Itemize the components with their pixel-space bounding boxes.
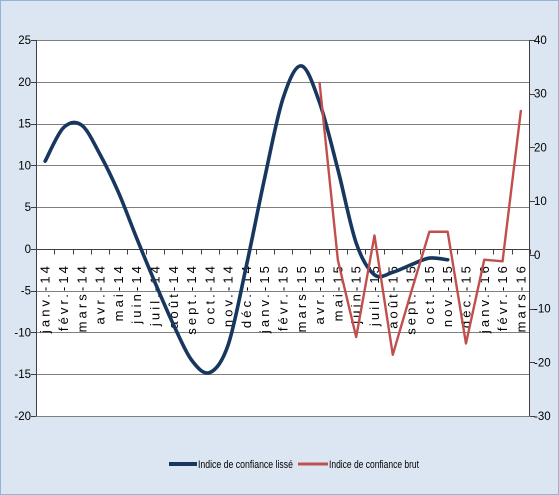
- series-1-point: [62, 126, 65, 130]
- series-2-point: [465, 342, 467, 345]
- legend-label-lisse: Indice de confiance lissé: [198, 459, 293, 471]
- series-2-point: [520, 110, 522, 112]
- series-1-line: [43, 64, 450, 375]
- x-tick-label: août-14: [166, 263, 181, 329]
- x-tick-label: mars-15: [294, 263, 309, 332]
- x-tick-label: févr.-14: [56, 263, 71, 331]
- x-tick-label: févr.-15: [276, 263, 291, 331]
- x-tick-label: févr.-16: [495, 263, 510, 331]
- right-axis-label: 20: [534, 142, 547, 154]
- series-2-point: [501, 260, 504, 263]
- series-1-point: [427, 256, 431, 260]
- series-2-point: [318, 82, 321, 84]
- x-tick-label: mai-15: [330, 263, 345, 321]
- x-tick-label: sept.-14: [184, 263, 199, 335]
- x-tick-label: janv.-16: [477, 263, 492, 334]
- series-2-point: [446, 230, 449, 233]
- series-1-point: [171, 322, 175, 326]
- x-tick-label: oct.-14: [202, 263, 217, 324]
- left-axis-tick-labels: 25 20 15 10 5 0 -5 -10 -15 -20: [14, 35, 31, 423]
- left-axis-label: 15: [18, 119, 31, 131]
- series-1-point: [80, 123, 84, 127]
- x-tick-label: avr.-15: [312, 263, 327, 324]
- series-1-point: [116, 190, 120, 194]
- x-tick-label: juin-14: [129, 263, 144, 325]
- right-axis-label: -10: [534, 304, 551, 316]
- series-2-point: [337, 259, 339, 262]
- x-tick-label: août-15: [385, 263, 400, 329]
- left-axis-label: 10: [18, 160, 31, 172]
- series-1-point: [409, 263, 413, 267]
- x-tick-label: déc.-15: [459, 263, 474, 328]
- series-1-point: [318, 101, 321, 105]
- series-1-point: [43, 159, 47, 163]
- x-tick-label: oct.-15: [422, 263, 437, 324]
- right-axis-label: 40: [534, 35, 547, 47]
- series-1-point: [263, 176, 267, 180]
- left-axis-label: -10: [14, 327, 31, 339]
- series-1-point: [135, 236, 139, 240]
- x-tick-label: juil.-15: [367, 263, 382, 327]
- series-2-point: [483, 258, 486, 261]
- right-axis-label: 0: [534, 250, 540, 262]
- series-2-point: [410, 291, 412, 294]
- legend: Indice de confiance lissé Indice de conf…: [169, 459, 419, 471]
- axes: [31, 40, 535, 417]
- series-1-point: [208, 371, 212, 374]
- left-axis-label: -20: [14, 411, 31, 423]
- series-2-point: [428, 230, 431, 233]
- series-1-point: [391, 270, 395, 274]
- series-2-line: [318, 81, 523, 356]
- series-1-point: [299, 64, 303, 68]
- series-1-point: [373, 273, 376, 277]
- left-axis-label: 25: [18, 35, 31, 47]
- right-axis-tick-labels: 40 30 20 10 0 -10 -20 -30: [534, 35, 551, 423]
- series-2-point: [355, 336, 357, 338]
- x-tick-label: janv.-15: [257, 263, 272, 334]
- left-axis-label: -15: [14, 369, 31, 381]
- x-tick-label: mai-14: [111, 263, 126, 321]
- left-axis-label: -5: [21, 286, 31, 298]
- right-axis-label: -30: [534, 411, 551, 423]
- series-1-point: [226, 343, 230, 347]
- series-1-point: [245, 264, 248, 267]
- x-tick-label: avr.-14: [93, 263, 108, 324]
- x-tick-label: mars-14: [74, 263, 89, 332]
- x-tick-label: juil.-14: [147, 263, 162, 327]
- series-1-point: [446, 258, 450, 262]
- series-1-point: [98, 153, 102, 156]
- x-tick-label: mars-16: [513, 263, 528, 332]
- series-1-point: [281, 97, 285, 100]
- right-axis-label: 10: [534, 196, 547, 208]
- series-1-point: [354, 241, 358, 245]
- series: [43, 64, 523, 375]
- series-2-point: [373, 234, 376, 237]
- left-axis-label: 5: [25, 202, 31, 214]
- x-tick-label: nov.-14: [221, 263, 236, 327]
- right-axis-label: 30: [534, 89, 547, 101]
- left-axis-label: 0: [25, 244, 31, 256]
- series-2-point: [391, 353, 394, 356]
- x-tick-label: janv.-14: [38, 263, 53, 334]
- series-1-point: [336, 168, 340, 171]
- x-tick-label: nov.-15: [440, 263, 455, 327]
- legend-label-brut: Indice de confiance brut: [329, 459, 419, 471]
- right-axis-label: -20: [534, 357, 551, 369]
- series-1-point: [153, 280, 157, 284]
- left-axis-label: 20: [18, 77, 31, 89]
- series-1-point: [190, 358, 193, 362]
